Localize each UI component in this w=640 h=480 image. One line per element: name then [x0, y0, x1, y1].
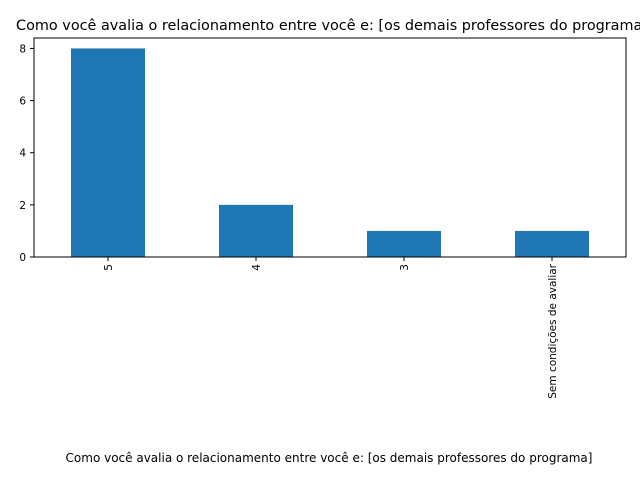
bar-3: [515, 230, 589, 257]
x-axis-label: Como você avalia o relacionamento entre …: [66, 451, 593, 465]
x-tick-label-0: 5: [103, 264, 115, 271]
x-tick-label-1: 4: [251, 264, 263, 271]
y-tick-label-1: 2: [19, 200, 26, 212]
y-tick-label-0: 0: [19, 252, 26, 264]
bar-2: [367, 230, 441, 257]
x-axis: 5 4 3 Sem condições de avaliar: [103, 257, 559, 399]
y-axis: 0 2 4 6 8: [19, 43, 34, 264]
y-tick-label-3: 6: [19, 96, 26, 108]
x-tick-label-2: 3: [399, 264, 411, 271]
bars-group: [71, 48, 589, 257]
chart-title: Como você avalia o relacionamento entre …: [16, 18, 640, 34]
y-tick-label-2: 4: [19, 148, 26, 160]
bar-1: [219, 204, 293, 257]
plot-frame: [33, 37, 627, 258]
x-tick-label-3: Sem condições de avaliar: [547, 263, 559, 398]
bar-0: [71, 48, 145, 257]
y-tick-label-4: 8: [19, 43, 26, 55]
